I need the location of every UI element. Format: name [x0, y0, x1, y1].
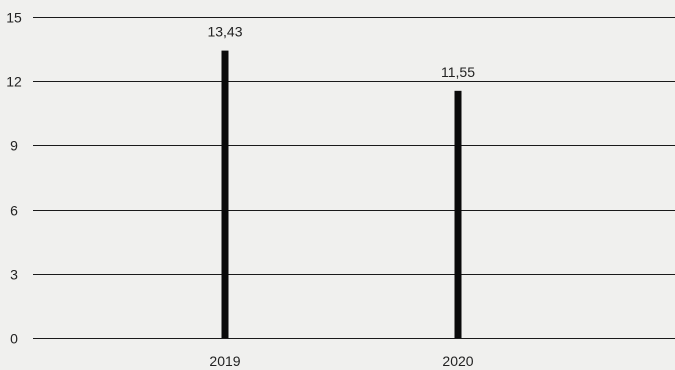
gridlines [33, 17, 675, 339]
y-tick-label-0: 0 [10, 331, 18, 347]
data-label-2019: 13,43 [207, 24, 242, 40]
data-label-background-2020 [434, 64, 482, 81]
y-tick-label-6: 6 [10, 203, 18, 219]
y-tick-label-3: 3 [10, 267, 18, 283]
x-axis-categories: 2019 2020 [209, 353, 473, 369]
x-category-label-2019: 2019 [209, 353, 240, 369]
data-label-background-2019 [201, 24, 249, 41]
bars [221, 50, 462, 339]
data-label-2020: 11,55 [441, 64, 475, 80]
y-tick-label-15: 15 [6, 10, 22, 26]
y-tick-label-12: 12 [6, 74, 22, 90]
y-axis-ticks: 0 3 6 9 12 15 [6, 10, 22, 347]
data-labels: 13,43 11,55 [201, 24, 482, 81]
x-category-label-2020: 2020 [442, 353, 473, 369]
y-tick-label-9: 9 [10, 138, 18, 154]
bar-2020 [454, 90, 462, 338]
bar-2019 [221, 50, 229, 339]
